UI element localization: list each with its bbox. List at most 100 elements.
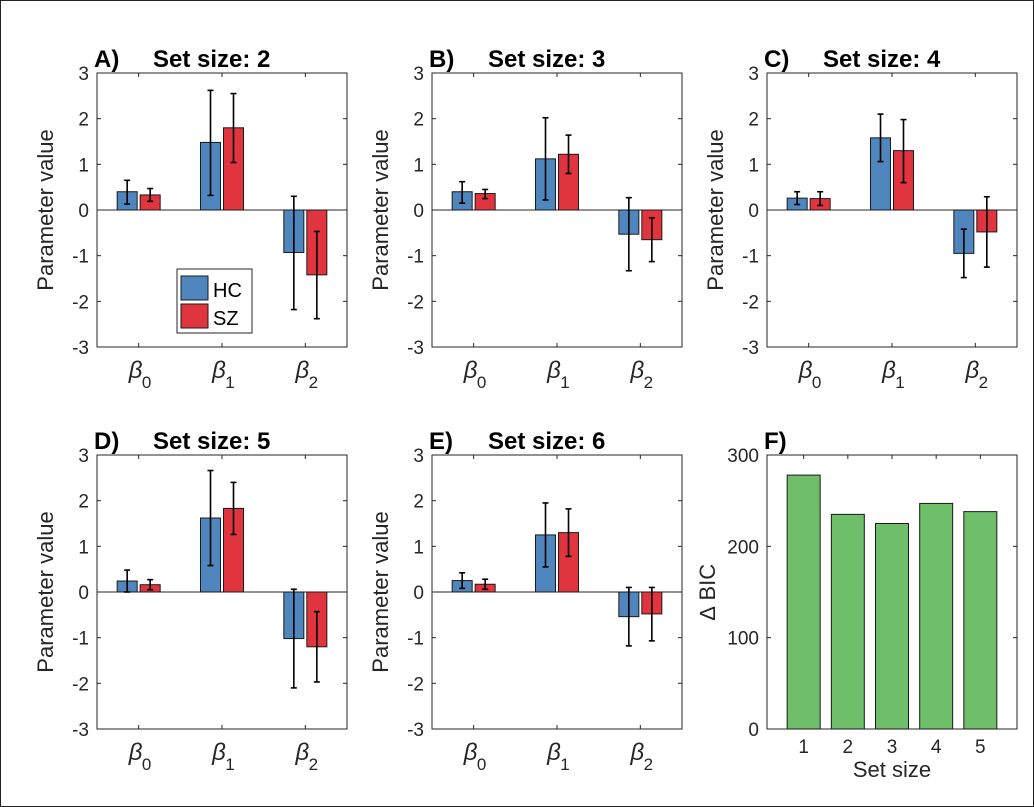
panel-title: Set size: 4: [823, 46, 941, 73]
y-tick-label: 3: [78, 64, 89, 85]
panel-label: A): [94, 46, 119, 73]
x-tick-label-subscript: 0: [142, 373, 151, 392]
y-tick-label: 0: [413, 201, 424, 222]
y-tick-label: 0: [78, 583, 89, 604]
x-tick-label: 1: [798, 737, 809, 758]
bar-delta-bic: [963, 511, 998, 730]
bar-delta-bic: [786, 474, 821, 730]
x-tick-label-subscript: 2: [309, 373, 318, 392]
x-tick-label: β: [798, 357, 813, 384]
x-tick-label-subscript: 0: [812, 373, 821, 392]
y-tick-label: -1: [407, 629, 424, 650]
panel-title: Set size: 6: [488, 428, 605, 455]
x-tick-label-subscript: 1: [560, 755, 569, 774]
bar-delta-bic: [875, 523, 909, 730]
y-tick-label: -3: [407, 720, 424, 741]
x-tick-label-subscript: 1: [225, 755, 234, 774]
panel-label: D): [94, 428, 119, 455]
y-tick-label: -3: [742, 338, 759, 359]
x-tick-label: β: [211, 357, 226, 384]
y-axis-label: Parameter value: [33, 511, 58, 672]
x-tick-label: 3: [887, 737, 898, 758]
y-tick-label: 3: [78, 446, 89, 467]
x-tick-label: β: [546, 357, 561, 384]
y-axis-label: Parameter value: [33, 129, 58, 290]
y-axis-label: Parameter value: [703, 129, 728, 290]
legend: HC SZ: [176, 268, 253, 334]
y-tick-label: 100: [727, 629, 759, 650]
y-tick-label: -3: [72, 720, 89, 741]
x-tick-label: β: [211, 739, 226, 766]
y-tick-label: -2: [407, 292, 424, 313]
panel-label: F): [764, 428, 787, 455]
y-axis-label: ∆ BIC: [695, 564, 720, 620]
x-tick-label-subscript: 1: [895, 373, 904, 392]
x-tick-label-subscript: 0: [142, 755, 151, 774]
y-tick-label: 2: [413, 110, 424, 131]
x-tick-label: β: [881, 357, 896, 384]
x-tick-label-subscript: 2: [309, 755, 318, 774]
y-tick-label: 1: [413, 155, 424, 176]
legend-label-hc: HC: [213, 280, 242, 302]
y-tick-label: -1: [407, 247, 424, 268]
y-tick-label: 1: [78, 155, 89, 176]
y-axis-label: Parameter value: [368, 129, 393, 290]
panel-label: B): [429, 46, 454, 73]
x-axis-label: Set size: [853, 757, 931, 782]
panel-6: 0 100 200 300 ∆ BIC F) 1 2 3 4 5 Set size: [695, 428, 1018, 782]
x-tick-label-subscript: 1: [560, 373, 569, 392]
y-tick-label: 0: [748, 201, 759, 222]
x-tick-label: β: [964, 357, 979, 384]
x-tick-label: β: [128, 357, 143, 384]
y-tick-label: -1: [72, 629, 89, 650]
y-tick-label: -3: [72, 338, 89, 359]
x-tick-label: β: [546, 739, 561, 766]
y-tick-label: -2: [72, 674, 89, 695]
x-tick-label-subscript: 2: [644, 373, 653, 392]
y-tick-label: 3: [413, 64, 424, 85]
y-tick-label: 3: [748, 64, 759, 85]
y-tick-label: 2: [78, 110, 89, 131]
x-tick-label: β: [629, 357, 644, 384]
x-tick-label-subscript: 1: [225, 373, 234, 392]
y-tick-label: 1: [78, 537, 89, 558]
y-tick-label: 3: [413, 446, 424, 467]
x-tick-label: β: [463, 739, 478, 766]
y-tick-label: -3: [407, 338, 424, 359]
legend-swatch-sz: [180, 303, 209, 329]
x-tick-label-subscript: 2: [979, 373, 988, 392]
panel-2: -3 -2 -1 0 1 2 3 Parameter value B) Set size: 3 β 0…: [368, 46, 683, 392]
y-tick-label: 200: [727, 537, 759, 558]
y-tick-label: 1: [413, 537, 424, 558]
x-tick-label: 5: [975, 737, 986, 758]
y-tick-label: 2: [78, 492, 89, 513]
y-tick-label: 1: [748, 155, 759, 176]
x-tick-label: β: [128, 739, 143, 766]
y-axis-label: Parameter value: [368, 511, 393, 672]
x-tick-label: 4: [931, 737, 942, 758]
y-tick-label: 300: [727, 446, 759, 467]
y-tick-label: 2: [748, 110, 759, 131]
x-tick-label: β: [294, 357, 309, 384]
x-tick-label: β: [294, 739, 309, 766]
legend-swatch-hc: [180, 275, 209, 301]
legend-label-sz: SZ: [213, 308, 239, 330]
bar-delta-bic: [830, 513, 865, 730]
y-tick-label: -2: [407, 674, 424, 695]
x-tick-label-subscript: 0: [477, 755, 486, 774]
panel-title: Set size: 5: [153, 428, 270, 455]
x-tick-label: 2: [843, 737, 854, 758]
panel-title: Set size: 3: [488, 46, 605, 73]
y-tick-label: -1: [72, 247, 89, 268]
y-tick-label: -2: [742, 292, 759, 313]
y-tick-label: 2: [413, 492, 424, 513]
panel-label: C): [764, 46, 789, 73]
x-tick-label-subscript: 0: [477, 373, 486, 392]
panel-title: Set size: 2: [153, 46, 270, 73]
y-tick-label: -2: [72, 292, 89, 313]
bar-delta-bic: [919, 502, 954, 730]
